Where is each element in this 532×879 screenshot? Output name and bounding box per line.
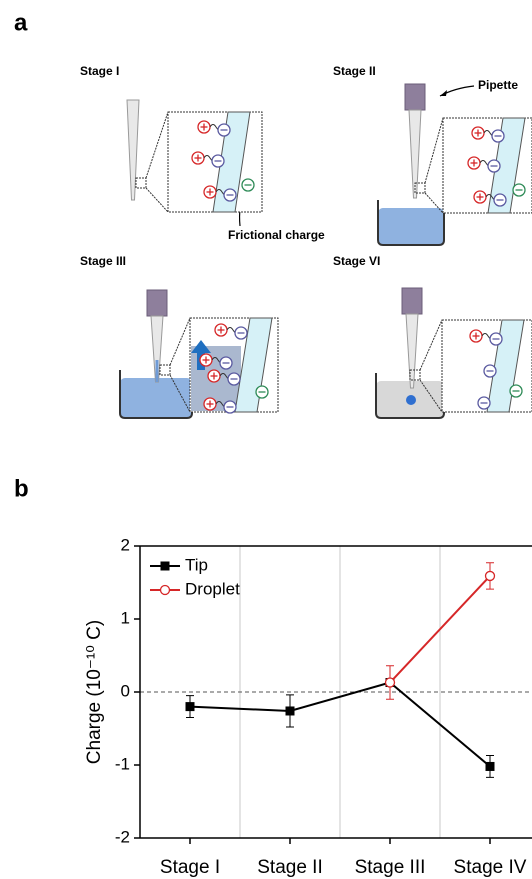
y-axis-label: Charge (10⁻¹⁰ C) <box>84 620 105 764</box>
pipette-bulb <box>405 84 425 110</box>
figure: a b Stage I Stage II Stage III Stage VI … <box>0 0 532 879</box>
x-tick-label: Stage IV <box>454 857 527 878</box>
liquid <box>120 378 192 418</box>
zoom-line <box>170 318 190 365</box>
zoom-line <box>425 118 443 183</box>
pipette-tip <box>409 110 421 198</box>
liquid-rise <box>156 360 159 382</box>
x-tick-label: Stage II <box>257 857 323 878</box>
panel-label: a <box>14 9 28 36</box>
legend-marker <box>161 562 170 571</box>
point <box>486 571 495 580</box>
stage-label: Stage VI <box>333 254 380 268</box>
stage-label: Stage III <box>80 254 126 268</box>
y-tick-label: -1 <box>115 754 130 773</box>
point <box>286 706 295 715</box>
y-tick-label: 0 <box>121 681 130 700</box>
droplet <box>406 395 416 405</box>
x-tick-label: Stage III <box>355 857 426 878</box>
zoom-line <box>420 320 442 370</box>
chart: Charge (10⁻¹⁰ C) -2 -1 0 1 2 Stage I Stage II S… <box>84 535 532 878</box>
y-tick-label: -2 <box>115 827 130 846</box>
stage-label: Stage II <box>333 64 376 78</box>
pipette-bulb <box>402 288 422 314</box>
charge-label: Frictional charge <box>228 228 325 242</box>
pipette-tip <box>406 314 418 388</box>
y-tick-label: 1 <box>121 608 130 627</box>
x-tick-label: Stage I <box>160 857 220 878</box>
pipette-label: Pipette <box>478 78 518 92</box>
zoom-source <box>160 365 170 375</box>
y-tick-label: 2 <box>121 535 130 554</box>
schematics <box>120 84 532 418</box>
zoom-line <box>146 188 168 212</box>
panel-label: b <box>14 475 29 502</box>
point <box>186 702 195 711</box>
legend-label: Tip <box>185 555 208 574</box>
pipette-bulb <box>147 290 167 316</box>
zoom-line <box>146 112 168 178</box>
stage-label: Stage I <box>80 64 119 78</box>
legend-label: Droplet <box>185 579 240 598</box>
pipette-tip <box>127 100 139 200</box>
legend-marker <box>161 586 170 595</box>
zoom-source <box>136 178 146 188</box>
point <box>486 762 495 771</box>
point <box>386 678 395 687</box>
liquid <box>378 208 444 245</box>
